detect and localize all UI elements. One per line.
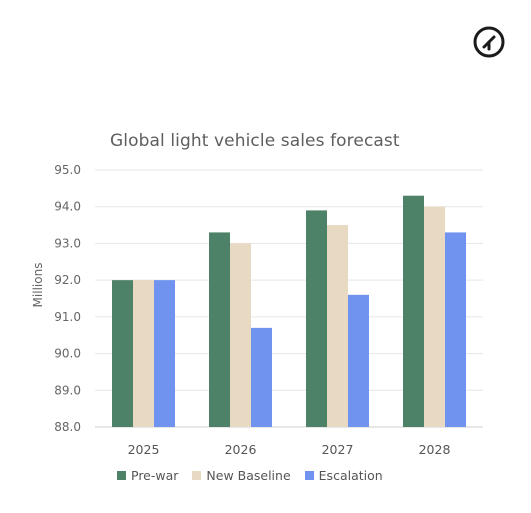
- bar-pre-war-2028: [403, 195, 424, 427]
- y-tick-label: 91.0: [54, 310, 81, 324]
- x-tick-label: 2026: [225, 442, 257, 457]
- bar-new-baseline-2028: [424, 206, 445, 427]
- legend-swatch: [192, 471, 202, 480]
- legend-swatch: [117, 471, 126, 480]
- legend-item: Pre-war: [117, 468, 178, 483]
- x-tick-label: 2025: [128, 442, 160, 457]
- legend-label: Escalation: [318, 468, 383, 483]
- y-tick-label: 93.0: [54, 236, 81, 250]
- y-tick-label: 90.0: [54, 347, 81, 361]
- legend-swatch: [304, 471, 314, 480]
- legend-label: Pre-war: [131, 468, 179, 483]
- legend-label: New Baseline: [206, 468, 291, 483]
- bar-escalation-2028: [445, 232, 466, 427]
- x-tick-label: 2028: [419, 442, 451, 457]
- x-tick-labels: 2025 2026 2027 2028: [128, 442, 451, 457]
- y-tick-label: 95.0: [54, 163, 81, 177]
- legend-item: Escalation: [304, 468, 383, 483]
- bar-escalation-2026: [251, 327, 272, 427]
- bar-escalation-2025: [154, 280, 175, 427]
- bar-new-baseline-2026: [230, 243, 251, 427]
- circle-slash-logo-icon: [473, 26, 505, 58]
- y-tick-label: 94.0: [54, 200, 81, 214]
- y-tick-label: 89.0: [54, 383, 81, 397]
- y-tick-label: 92.0: [54, 273, 81, 287]
- bar-new-baseline-2025: [133, 280, 154, 427]
- legend-item: New Baseline: [192, 468, 291, 483]
- y-tick-labels: 88.0 89.0 90.0 91.0 92.0 93.0 94.0 95.0: [54, 163, 81, 434]
- bar-pre-war-2026: [209, 232, 230, 427]
- x-tick-label: 2027: [322, 442, 354, 457]
- bars: [112, 195, 466, 427]
- chart-title: Global light vehicle sales forecast: [110, 131, 400, 151]
- bar-pre-war-2027: [306, 210, 327, 427]
- bar-new-baseline-2027: [327, 225, 348, 427]
- y-tick-label: 88.0: [54, 420, 81, 434]
- legend: Pre-war New Baseline Escalation: [117, 468, 383, 483]
- bar-escalation-2027: [348, 294, 369, 427]
- bar-pre-war-2025: [112, 280, 133, 427]
